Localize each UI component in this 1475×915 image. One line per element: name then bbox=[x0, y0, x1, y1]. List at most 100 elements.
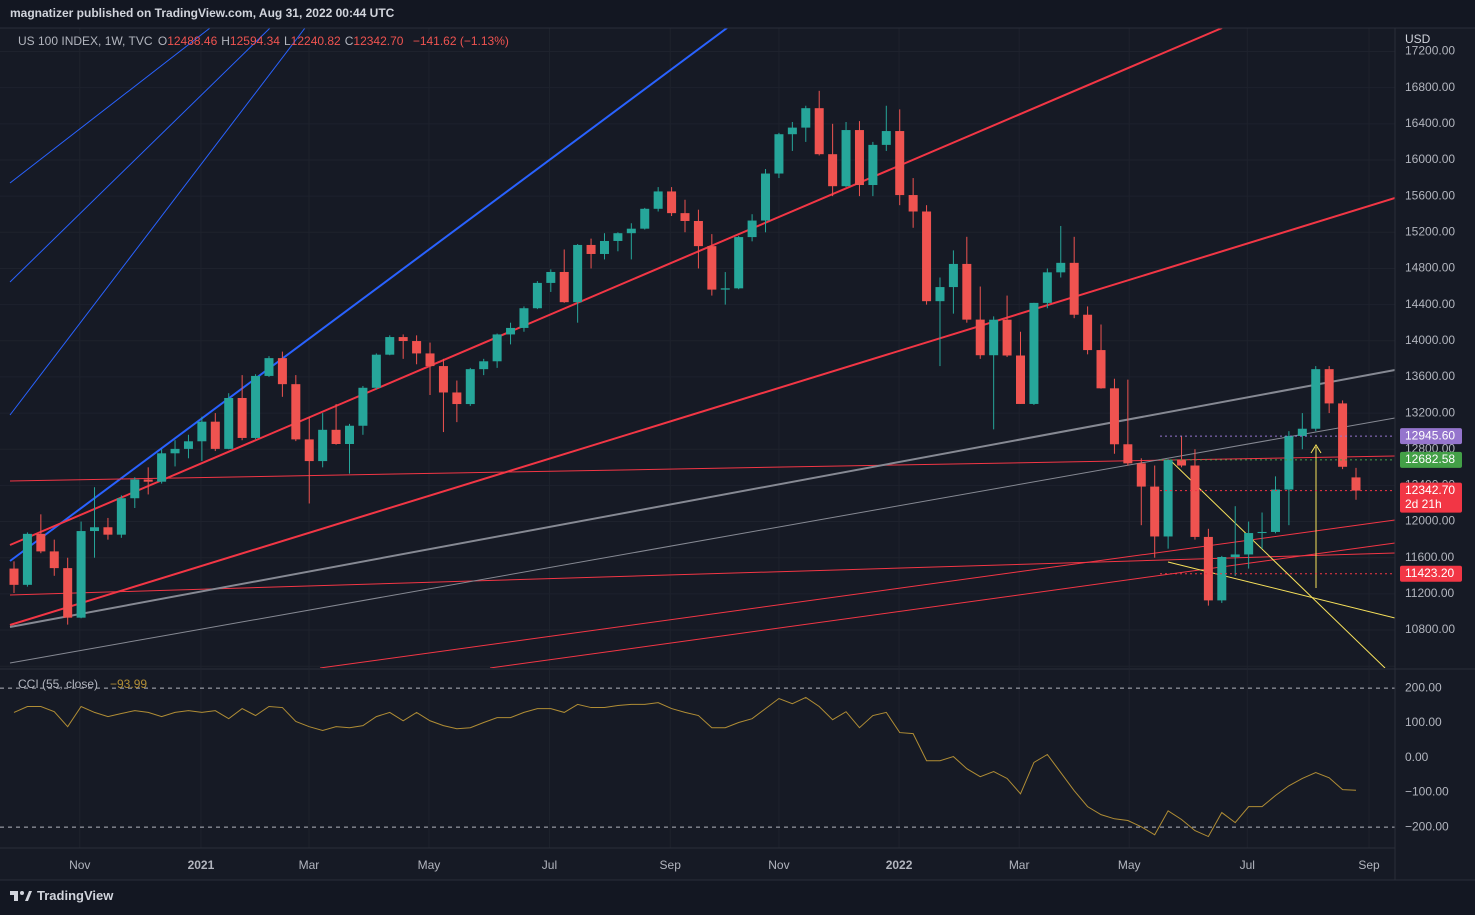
y-tick-label: 17200.00 bbox=[1405, 44, 1455, 58]
ohlc-key: O bbox=[157, 34, 168, 48]
candle-body bbox=[734, 237, 744, 289]
ohlc-key: C bbox=[344, 34, 354, 48]
trend-line bbox=[9, 28, 271, 283]
footer: TradingView bbox=[10, 888, 113, 903]
ohlc-value: 12342.70 bbox=[353, 34, 404, 48]
y-tick-label: −100.00 bbox=[1405, 785, 1449, 799]
price-label-box bbox=[1400, 451, 1462, 468]
x-tick-label: Mar bbox=[1009, 858, 1030, 872]
ohlc: O12488.46 H12594.34 L12240.82 C12342.70 bbox=[158, 34, 408, 48]
candle-body bbox=[438, 366, 448, 393]
candle-body bbox=[1096, 350, 1106, 389]
y-tick-label: 13600.00 bbox=[1405, 369, 1455, 383]
trend-line bbox=[9, 417, 1395, 664]
candle-body bbox=[599, 240, 609, 254]
x-tick-label: 2022 bbox=[886, 858, 913, 872]
candle-body bbox=[761, 173, 771, 221]
x-tick-label: Jul bbox=[1240, 858, 1255, 872]
x-tick-label: Sep bbox=[660, 858, 682, 872]
y-tick-label: 14800.00 bbox=[1405, 261, 1455, 275]
y-tick-label: 12000.00 bbox=[1405, 514, 1455, 528]
candle-body bbox=[1217, 556, 1227, 601]
price-label: 12342.70 bbox=[1405, 483, 1455, 497]
candle-body bbox=[385, 337, 395, 355]
arrow-head bbox=[1310, 444, 1322, 454]
candle-body bbox=[143, 479, 153, 482]
candle-body bbox=[492, 334, 502, 362]
indicator-last-value: −93.99 bbox=[110, 677, 147, 691]
y-tick-label: 0.00 bbox=[1405, 750, 1429, 764]
candle-body bbox=[1190, 465, 1200, 537]
trend-line bbox=[9, 28, 728, 562]
currency: USD bbox=[1405, 32, 1431, 46]
candle-body bbox=[854, 130, 864, 186]
x-tick-label: May bbox=[418, 858, 441, 872]
candle-body bbox=[747, 220, 757, 238]
ohlc-value: 12488.46 bbox=[167, 34, 218, 48]
candle-body bbox=[975, 319, 985, 356]
candle-body bbox=[1311, 369, 1321, 429]
candle-body bbox=[130, 479, 140, 499]
candle-body bbox=[1123, 444, 1133, 464]
candle-body bbox=[103, 527, 113, 535]
y-tick-label: 11200.00 bbox=[1405, 586, 1454, 600]
x-tick-label: 2021 bbox=[188, 858, 215, 872]
candle-body bbox=[1150, 486, 1160, 537]
y-tick-label: 14000.00 bbox=[1405, 333, 1455, 347]
candle-body bbox=[801, 108, 811, 128]
candle-body bbox=[935, 287, 945, 302]
candle-body bbox=[787, 127, 797, 135]
candle-body bbox=[626, 228, 636, 234]
candle-body bbox=[841, 130, 851, 187]
candle-body bbox=[640, 208, 650, 229]
candle-body bbox=[1069, 262, 1079, 315]
y-tick-label: 14400.00 bbox=[1405, 297, 1455, 311]
symbol: US 100 INDEX, 1W, TVC bbox=[18, 34, 153, 48]
ohlc-key: L bbox=[283, 34, 291, 48]
candle-body bbox=[371, 354, 381, 388]
candle-body bbox=[1297, 428, 1307, 436]
candle-body bbox=[989, 319, 999, 356]
candle-body bbox=[183, 441, 193, 449]
axes: Nov 2021 Mar May Jul Sep Nov 2022 Mar May Jul Sep 10… bbox=[69, 44, 1462, 872]
candle-body bbox=[1177, 459, 1187, 466]
candle-body bbox=[224, 397, 234, 449]
candle-body bbox=[1351, 477, 1361, 491]
candle-body bbox=[613, 233, 623, 241]
candle-body bbox=[479, 361, 489, 370]
price-label: 12945.60 bbox=[1405, 428, 1455, 442]
candle-body bbox=[1029, 302, 1039, 404]
candle-body bbox=[1203, 536, 1213, 601]
candle-body bbox=[237, 397, 247, 438]
ohlc-value: 12594.34 bbox=[229, 34, 280, 48]
candle-body bbox=[291, 384, 301, 440]
candle-body bbox=[1042, 272, 1052, 303]
candle-body bbox=[304, 439, 314, 462]
candle-body bbox=[774, 134, 784, 174]
candle-body bbox=[573, 244, 583, 303]
y-tick-label: 15600.00 bbox=[1405, 188, 1455, 202]
brand[interactable]: TradingView bbox=[37, 888, 114, 903]
candle-body bbox=[398, 337, 408, 342]
candle-body bbox=[116, 498, 126, 535]
candle-body bbox=[653, 191, 663, 209]
x-tick-label: Sep bbox=[1358, 858, 1380, 872]
price-label-countdown: 2d 21h bbox=[1405, 497, 1442, 511]
y-tick-label: 200.00 bbox=[1405, 680, 1442, 694]
trend-line bbox=[9, 197, 1395, 626]
candle-body bbox=[868, 144, 878, 186]
candle-body bbox=[1002, 319, 1012, 356]
candle-body bbox=[1270, 489, 1280, 532]
ohlc-key: H bbox=[221, 34, 230, 48]
candle-body bbox=[1324, 369, 1334, 404]
candle-body bbox=[962, 263, 972, 320]
price-label-box bbox=[1400, 428, 1462, 445]
trend-line bbox=[9, 369, 1395, 628]
ohlc-value: 12240.82 bbox=[290, 34, 341, 48]
x-tick-label: Mar bbox=[299, 858, 320, 872]
candle-body bbox=[519, 308, 529, 328]
trend-line bbox=[9, 552, 1395, 596]
y-tick-label: 15200.00 bbox=[1405, 224, 1455, 238]
candle-body bbox=[559, 271, 569, 303]
